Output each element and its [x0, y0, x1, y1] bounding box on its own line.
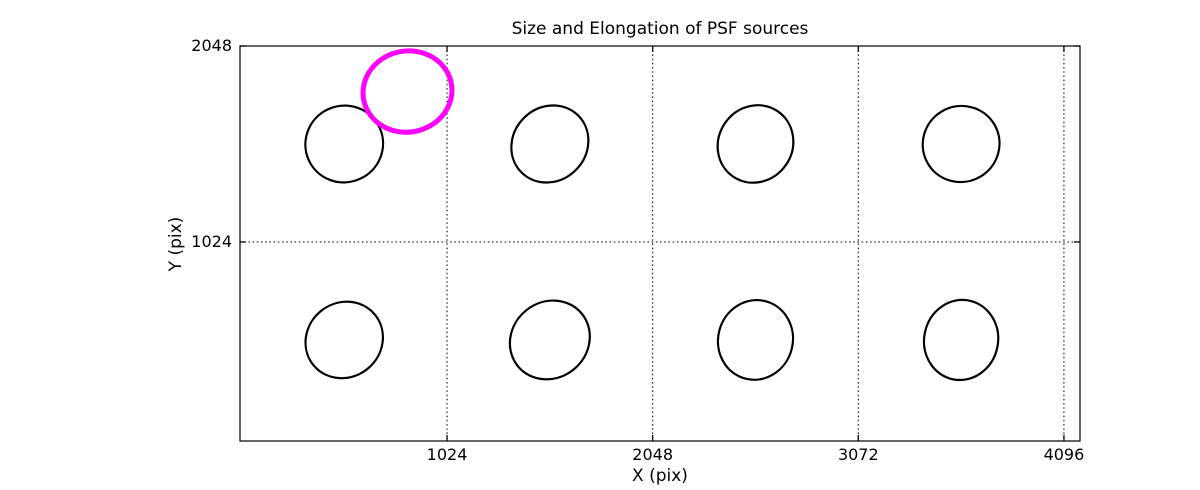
psf-sources-ellipse [304, 300, 385, 380]
x-tick-label-1024: 1024 [426, 445, 468, 464]
x-tick-label-4096: 4096 [1043, 445, 1085, 464]
highlighted-psf-source-ellipse [360, 48, 455, 135]
x-tick-label-3072: 3072 [837, 445, 879, 464]
x-tick-label-2048: 2048 [632, 445, 674, 464]
psf-sources-ellipse [921, 104, 1001, 184]
psf-sources-ellipse [508, 299, 591, 381]
psf-sources-ellipse [716, 299, 795, 381]
psf-sources-ellipse [716, 104, 795, 184]
x-axis-label: X (pix) [632, 466, 688, 486]
psf-sources-ellipse [510, 104, 590, 184]
y-tick-label-2048: 2048 [191, 36, 232, 55]
psf-sources-ellipse [922, 298, 1000, 382]
y-tick-label-1024: 1024 [191, 231, 232, 251]
psf-sources-ellipse [304, 104, 385, 184]
chart-title: Size and Elongation of PSF sources [511, 19, 809, 39]
axes-spines [239, 45, 1081, 442]
